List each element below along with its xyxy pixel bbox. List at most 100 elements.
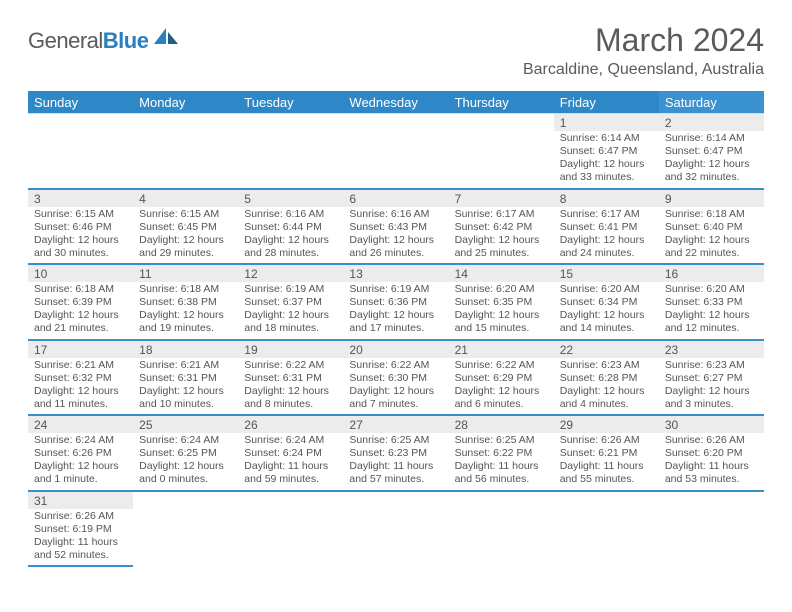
sunset-line: Sunset: 6:22 PM [455,447,548,460]
daylight-line: Daylight: 11 hours and 59 minutes. [244,460,337,486]
page-header: GeneralBlue March 2024 Barcaldine, Queen… [28,22,764,89]
day-number-cell: 6 [343,189,448,207]
day-number-cell [343,114,448,132]
daylight-line: Daylight: 12 hours and 3 minutes. [665,385,758,411]
sunset-line: Sunset: 6:34 PM [560,296,653,309]
daylight-line: Daylight: 12 hours and 10 minutes. [139,385,232,411]
daylight-line: Daylight: 12 hours and 17 minutes. [349,309,442,335]
daylight-line: Daylight: 12 hours and 18 minutes. [244,309,337,335]
day-content-cell: Sunrise: 6:23 AMSunset: 6:28 PMDaylight:… [554,358,659,416]
sunset-line: Sunset: 6:46 PM [34,221,127,234]
sunrise-line: Sunrise: 6:21 AM [34,359,127,372]
day-number-row: 10111213141516 [28,264,764,282]
day-content-cell: Sunrise: 6:19 AMSunset: 6:36 PMDaylight:… [343,282,448,340]
sunset-line: Sunset: 6:21 PM [560,447,653,460]
weekday-header: Wednesday [343,91,448,113]
sunset-line: Sunset: 6:24 PM [244,447,337,460]
day-number-row: 3456789 [28,189,764,207]
daylight-line: Daylight: 11 hours and 56 minutes. [455,460,548,486]
sunset-line: Sunset: 6:26 PM [34,447,127,460]
sunrise-line: Sunrise: 6:24 AM [139,434,232,447]
sunset-line: Sunset: 6:25 PM [139,447,232,460]
sunrise-line: Sunrise: 6:24 AM [34,434,127,447]
weekday-header: Friday [554,91,659,113]
sunrise-line: Sunrise: 6:25 AM [455,434,548,447]
daylight-line: Daylight: 11 hours and 52 minutes. [34,536,127,562]
sunrise-line: Sunrise: 6:16 AM [244,208,337,221]
sunset-line: Sunset: 6:31 PM [244,372,337,385]
daylight-line: Daylight: 11 hours and 57 minutes. [349,460,442,486]
sunset-line: Sunset: 6:27 PM [665,372,758,385]
sunrise-line: Sunrise: 6:15 AM [34,208,127,221]
weekday-header: Tuesday [238,91,343,113]
daylight-line: Daylight: 12 hours and 22 minutes. [665,234,758,260]
page-title: March 2024 [523,22,764,59]
day-number-cell: 2 [659,114,764,132]
sunrise-line: Sunrise: 6:26 AM [34,510,127,523]
day-content-cell: Sunrise: 6:14 AMSunset: 6:47 PMDaylight:… [659,131,764,189]
sunrise-line: Sunrise: 6:19 AM [244,283,337,296]
day-number-row: 24252627282930 [28,415,764,433]
day-content-cell [343,131,448,189]
daylight-line: Daylight: 12 hours and 15 minutes. [455,309,548,335]
day-content-cell: Sunrise: 6:21 AMSunset: 6:32 PMDaylight:… [28,358,133,416]
day-content-cell [659,509,764,567]
sail-icon [152,26,180,53]
sunset-line: Sunset: 6:32 PM [34,372,127,385]
day-content-row: Sunrise: 6:18 AMSunset: 6:39 PMDaylight:… [28,282,764,340]
day-content-cell: Sunrise: 6:22 AMSunset: 6:29 PMDaylight:… [449,358,554,416]
sunrise-line: Sunrise: 6:20 AM [560,283,653,296]
logo: GeneralBlue [28,28,180,54]
daylight-line: Daylight: 12 hours and 0 minutes. [139,460,232,486]
day-number-cell: 9 [659,189,764,207]
day-content-cell: Sunrise: 6:15 AMSunset: 6:46 PMDaylight:… [28,207,133,265]
daylight-line: Daylight: 12 hours and 24 minutes. [560,234,653,260]
day-number-row: 31 [28,491,764,509]
sunrise-line: Sunrise: 6:20 AM [665,283,758,296]
sunset-line: Sunset: 6:41 PM [560,221,653,234]
day-number-cell: 4 [133,189,238,207]
sunrise-line: Sunrise: 6:23 AM [665,359,758,372]
day-content-cell: Sunrise: 6:26 AMSunset: 6:19 PMDaylight:… [28,509,133,567]
day-number-cell: 5 [238,189,343,207]
day-number-cell: 14 [449,264,554,282]
day-content-cell: Sunrise: 6:26 AMSunset: 6:21 PMDaylight:… [554,433,659,491]
day-content-cell: Sunrise: 6:18 AMSunset: 6:38 PMDaylight:… [133,282,238,340]
day-content-cell: Sunrise: 6:25 AMSunset: 6:23 PMDaylight:… [343,433,448,491]
day-content-cell: Sunrise: 6:20 AMSunset: 6:33 PMDaylight:… [659,282,764,340]
day-number-cell: 7 [449,189,554,207]
day-content-cell [343,509,448,567]
daylight-line: Daylight: 12 hours and 6 minutes. [455,385,548,411]
sunset-line: Sunset: 6:47 PM [665,145,758,158]
day-content-cell: Sunrise: 6:16 AMSunset: 6:44 PMDaylight:… [238,207,343,265]
day-number-cell [238,491,343,509]
daylight-line: Daylight: 12 hours and 33 minutes. [560,158,653,184]
logo-text-second: Blue [103,28,149,53]
sunset-line: Sunset: 6:35 PM [455,296,548,309]
day-number-cell [449,491,554,509]
day-content-cell [133,509,238,567]
daylight-line: Daylight: 12 hours and 1 minute. [34,460,127,486]
day-content-row: Sunrise: 6:26 AMSunset: 6:19 PMDaylight:… [28,509,764,567]
day-number-cell: 27 [343,415,448,433]
day-number-cell [133,491,238,509]
daylight-line: Daylight: 12 hours and 11 minutes. [34,385,127,411]
day-number-cell: 3 [28,189,133,207]
day-content-cell: Sunrise: 6:25 AMSunset: 6:22 PMDaylight:… [449,433,554,491]
sunrise-line: Sunrise: 6:17 AM [455,208,548,221]
day-number-cell: 13 [343,264,448,282]
sunrise-line: Sunrise: 6:24 AM [244,434,337,447]
sunrise-line: Sunrise: 6:26 AM [560,434,653,447]
sunrise-line: Sunrise: 6:18 AM [34,283,127,296]
sunset-line: Sunset: 6:30 PM [349,372,442,385]
day-content-cell: Sunrise: 6:16 AMSunset: 6:43 PMDaylight:… [343,207,448,265]
daylight-line: Daylight: 12 hours and 7 minutes. [349,385,442,411]
sunset-line: Sunset: 6:31 PM [139,372,232,385]
day-number-cell: 1 [554,114,659,132]
day-content-cell: Sunrise: 6:18 AMSunset: 6:40 PMDaylight:… [659,207,764,265]
weekday-header-row: Sunday Monday Tuesday Wednesday Thursday… [28,91,764,113]
day-number-cell: 21 [449,340,554,358]
day-number-cell: 26 [238,415,343,433]
day-number-cell: 11 [133,264,238,282]
day-content-cell: Sunrise: 6:17 AMSunset: 6:41 PMDaylight:… [554,207,659,265]
